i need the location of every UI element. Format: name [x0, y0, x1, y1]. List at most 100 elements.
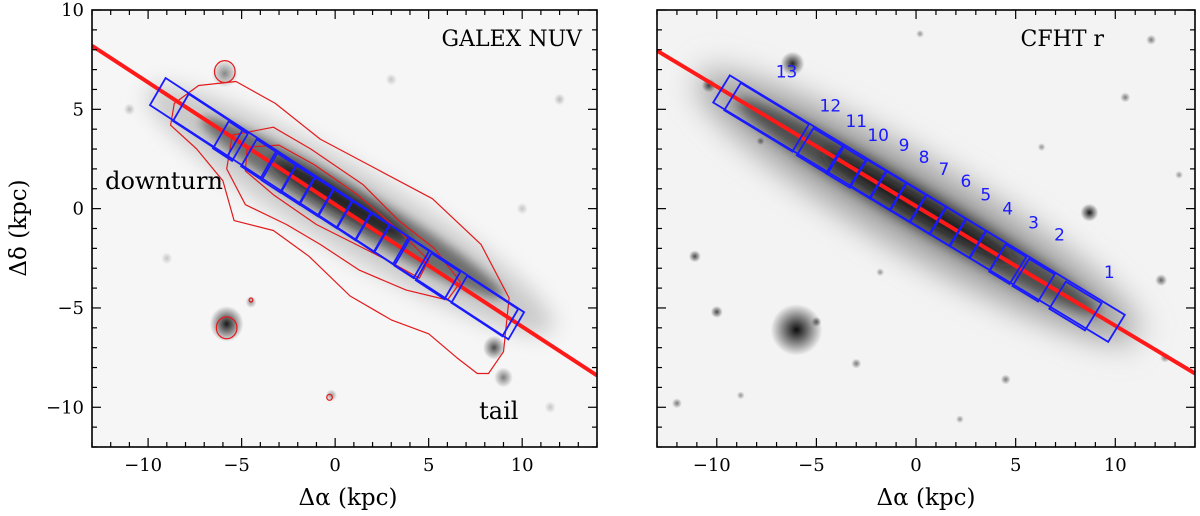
bin-label: 13: [776, 63, 798, 83]
point-source: [780, 51, 805, 76]
x-tick-label: −5: [223, 455, 250, 476]
point-source: [811, 316, 822, 327]
bin-label: 11: [845, 112, 867, 132]
bin-label: 4: [1002, 200, 1013, 220]
point-source: [710, 305, 723, 318]
contour-line: [244, 144, 430, 279]
y-tick-label: 5: [73, 99, 84, 120]
x-tick-label: −10: [124, 455, 162, 476]
point-source: [671, 398, 682, 409]
bin-label: 2: [1054, 225, 1065, 245]
point-source: [161, 252, 173, 265]
bin-boxes: [148, 76, 526, 341]
bin-label: 1: [1104, 263, 1115, 283]
x-axis-title: Δα (kpc): [299, 485, 398, 511]
point-source: [1175, 170, 1184, 179]
x-tick-label: −5: [798, 455, 825, 476]
bin-label: 9: [899, 136, 910, 156]
bin-box: [824, 144, 868, 189]
x-tick-label: 10: [511, 455, 534, 476]
y-tick-label: −5: [57, 298, 84, 319]
bin-boxes: [711, 74, 1127, 344]
point-source: [1146, 34, 1157, 45]
x-tick-label: −10: [693, 455, 731, 476]
bin-box: [1048, 280, 1103, 332]
point-source: [851, 358, 862, 369]
x-tick-label: 10: [1104, 455, 1127, 476]
bin-label: 6: [960, 172, 971, 192]
point-source: [916, 29, 925, 38]
y-tick-label: 10: [61, 0, 84, 21]
point-source: [1155, 274, 1168, 287]
x-tick-labels: −10 −5 0 5 10: [693, 455, 1127, 476]
bin-box: [414, 252, 462, 301]
panel-title: GALEX NUV: [442, 27, 584, 52]
bin-box: [372, 223, 410, 266]
point-source: [1080, 203, 1099, 222]
point-source: [553, 93, 566, 106]
contour-line: [248, 297, 254, 303]
contour-line: [213, 60, 236, 84]
point-source: [209, 305, 244, 342]
major-axis-line: [657, 49, 1195, 376]
bin-label: 7: [939, 160, 950, 180]
bin-box: [848, 157, 888, 200]
major-axis-line: [92, 44, 597, 378]
point-source: [756, 137, 765, 146]
point-source: [688, 250, 701, 263]
annotation-tail: tail: [479, 397, 518, 425]
point-source: [544, 401, 556, 414]
bin-box: [211, 120, 250, 163]
point-source: [1000, 374, 1011, 385]
contour-line: [326, 393, 333, 401]
bin-box: [239, 137, 278, 181]
x-tick-label: 5: [1010, 455, 1021, 476]
y-axis-title: Δδ (kpc): [6, 179, 32, 276]
bin-box: [450, 274, 520, 338]
point-source: [516, 202, 528, 215]
bin-box: [171, 92, 245, 158]
point-source: [482, 335, 506, 360]
bin-label: 3: [1028, 214, 1039, 234]
bin-box: [1011, 257, 1056, 303]
bin-box: [723, 81, 811, 153]
point-source: [770, 303, 823, 356]
panel-frame: [91, 9, 598, 448]
y-tick-labels: −10 −5 0 5 10: [46, 0, 84, 418]
annotation-downturn: downturn: [105, 167, 223, 195]
point-source: [876, 268, 885, 277]
panel-galex-nuv: GALEX NUV downturn tail −10 −5 0 5 10 −10 −5 0 5…: [6, 0, 598, 511]
y-tick-label: −10: [46, 397, 84, 418]
point-sources: [671, 29, 1184, 424]
bin-label: 8: [919, 148, 930, 168]
point-source: [736, 391, 745, 400]
panel-title: CFHT r: [1021, 27, 1105, 52]
contour-line: [170, 80, 510, 375]
panel-frame: [656, 9, 1196, 448]
bin-label: 5: [980, 186, 991, 206]
x-tick-label: 5: [423, 455, 434, 476]
point-source: [494, 367, 513, 388]
x-tick-label: 0: [329, 455, 340, 476]
annotations: downturn tail: [105, 167, 518, 425]
contour-line: [215, 316, 238, 340]
x-tick-label: 0: [910, 455, 921, 476]
x-axis-title: Δα (kpc): [877, 485, 976, 511]
galaxy-core: [270, 158, 410, 242]
y-tick-label: 0: [73, 199, 84, 220]
x-tick-labels: −10 −5 0 5 10: [124, 455, 534, 476]
bin-box: [795, 126, 846, 176]
bin-label: 10: [867, 126, 889, 146]
bin-label: 12: [820, 96, 842, 116]
point-source: [123, 103, 136, 116]
bin-box: [393, 237, 431, 280]
axis-ticks: [91, 9, 598, 448]
point-source: [1120, 92, 1131, 103]
point-source: [385, 73, 397, 86]
axis-ticks: [656, 9, 1196, 448]
point-source: [955, 415, 964, 424]
point-source: [1037, 143, 1046, 152]
